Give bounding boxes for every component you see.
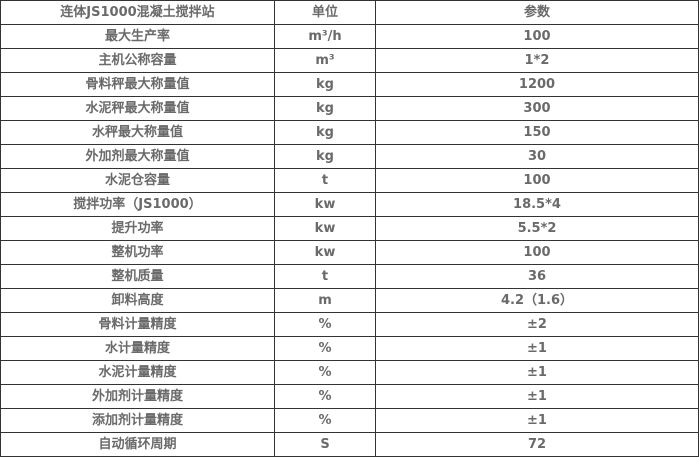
cell-unit: t: [274, 264, 376, 289]
cell-name: 外加剂计量精度: [0, 384, 275, 409]
cell-name: 整机功率: [0, 240, 275, 265]
table-row: 水计量精度% ±1: [0, 336, 699, 361]
table-row: 搅拌功率（JS1000） kw 18.5*4: [0, 192, 699, 217]
table-row: 整机功率 kw 100: [0, 240, 699, 265]
cell-unit: %: [274, 336, 376, 361]
table-row: 骨料秤最大称量值 kg 1200: [0, 72, 699, 97]
cell-value: 300: [375, 96, 699, 121]
cell-unit: %: [274, 360, 376, 385]
table-row: 最大生产率 m³/h 100: [0, 24, 699, 49]
header-value: 参数: [375, 0, 699, 25]
cell-value: 100: [375, 24, 699, 49]
cell-name: 水泥仓容量: [0, 168, 275, 193]
cell-value: ±1: [375, 408, 699, 433]
cell-unit: kg: [274, 72, 376, 97]
cell-name: 骨料秤最大称量值: [0, 72, 275, 97]
cell-name: 添加剂计量精度: [0, 408, 275, 433]
cell-unit: kw: [274, 216, 376, 241]
cell-value: 1200: [375, 72, 699, 97]
cell-name: 整机质量: [0, 264, 275, 289]
header-name: 连体JS1000混凝土搅拌站: [0, 0, 275, 25]
cell-name: 水泥秤最大称量值: [0, 96, 275, 121]
table-row: 水泥秤最大称量值 kg 300: [0, 96, 699, 121]
cell-value: 30: [375, 144, 699, 169]
cell-value: ±2: [375, 312, 699, 337]
cell-name: 主机公称容量: [0, 48, 275, 73]
cell-unit: %: [274, 384, 376, 409]
cell-name: 水计量精度: [0, 336, 275, 361]
cell-unit: kg: [274, 144, 376, 169]
header-unit: 单位: [274, 0, 376, 25]
header-row: 连体JS1000混凝土搅拌站 单位 参数: [0, 0, 699, 25]
table-row: 自动循环周期 S 72: [0, 432, 699, 457]
table-row: 外加剂最大称量值 kg 30: [0, 144, 699, 169]
cell-value: 72: [375, 432, 699, 457]
table-row: 骨料计量精度% ±2: [0, 312, 699, 337]
table-row: 主机公称容量 m³ 1*2: [0, 48, 699, 73]
cell-value: 100: [375, 168, 699, 193]
cell-name: 提升功率: [0, 216, 275, 241]
cell-name: 水泥计量精度: [0, 360, 275, 385]
cell-unit: kg: [274, 120, 376, 145]
cell-unit: kw: [274, 240, 376, 265]
cell-unit: S: [274, 432, 376, 457]
cell-value: 18.5*4: [375, 192, 699, 217]
cell-value: 5.5*2: [375, 216, 699, 241]
cell-name: 水秤最大称量值: [0, 120, 275, 145]
cell-name: 自动循环周期: [0, 432, 275, 457]
cell-unit: m: [274, 288, 376, 313]
cell-unit: m³: [274, 48, 376, 73]
cell-unit: kg: [274, 96, 376, 121]
table-row: 水泥仓容量 t 100: [0, 168, 699, 193]
cell-name: 骨料计量精度: [0, 312, 275, 337]
cell-unit: kw: [274, 192, 376, 217]
cell-value: 36: [375, 264, 699, 289]
table-row: 整机质量 t 36: [0, 264, 699, 289]
cell-name: 卸料高度: [0, 288, 275, 313]
cell-value: 150: [375, 120, 699, 145]
cell-value: ±1: [375, 360, 699, 385]
cell-unit: %: [274, 312, 376, 337]
table-row: 水泥计量精度% ±1: [0, 360, 699, 385]
cell-unit: t: [274, 168, 376, 193]
cell-value: 1*2: [375, 48, 699, 73]
table-row: 提升功率 kw 5.5*2: [0, 216, 699, 241]
cell-name: 搅拌功率（JS1000）: [0, 192, 275, 217]
table-row: 添加剂计量精度% ±1: [0, 408, 699, 433]
table-row: 水秤最大称量值 kg 150: [0, 120, 699, 145]
cell-unit: m³/h: [274, 24, 376, 49]
cell-value: 4.2（1.6）: [375, 288, 699, 313]
table-row: 外加剂计量精度% ±1: [0, 384, 699, 409]
cell-value: 100: [375, 240, 699, 265]
cell-unit: %: [274, 408, 376, 433]
cell-value: ±1: [375, 384, 699, 409]
cell-name: 外加剂最大称量值: [0, 144, 275, 169]
cell-value: ±1: [375, 336, 699, 361]
table-row: 卸料高度 m 4.2（1.6）: [0, 288, 699, 313]
cell-name: 最大生产率: [0, 24, 275, 49]
